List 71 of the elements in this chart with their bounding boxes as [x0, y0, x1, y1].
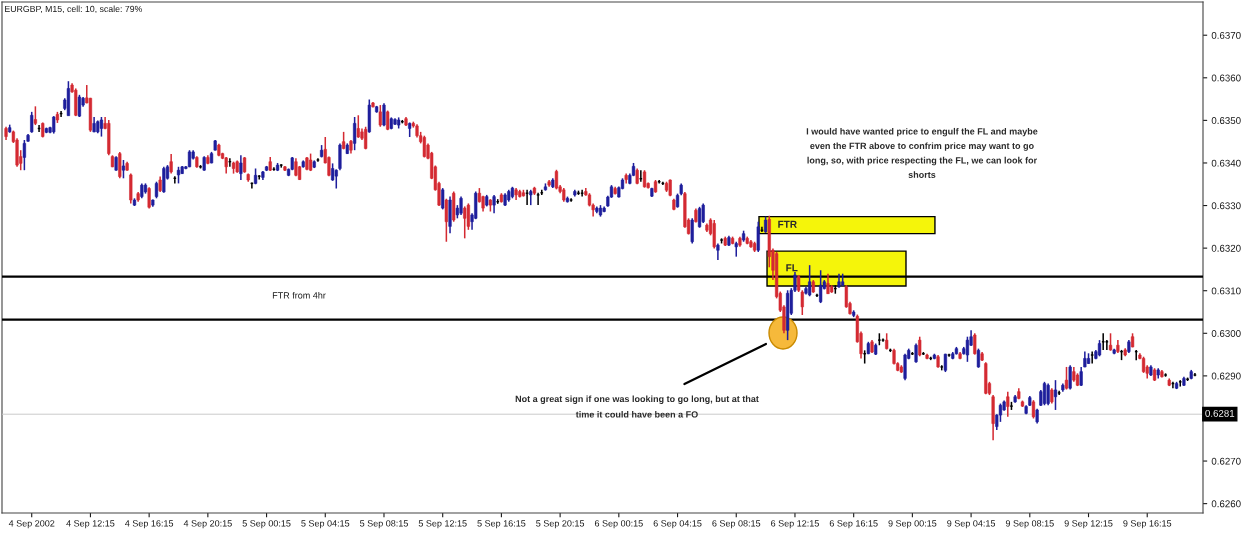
candlestick — [33, 105, 37, 126]
candlestick — [1031, 399, 1036, 420]
x-tick-label: 6 Sep 08:15 — [712, 520, 761, 529]
candlestick — [30, 111, 34, 134]
x-tick-label: 5 Sep 16:15 — [477, 520, 526, 529]
y-tick-label: 0.6370 — [1211, 31, 1241, 39]
y-tick-label: 0.6330 — [1211, 202, 1241, 210]
chart-title: EURGBP, M15, cell: 10, scale: 79% — [5, 5, 143, 14]
x-tick-label: 9 Sep 04:15 — [947, 520, 996, 529]
y-tick-label: 0.6260 — [1211, 500, 1241, 508]
ref-line-label: 0.6281 — [1205, 409, 1235, 417]
y-tick-label: 0.6310 — [1211, 287, 1241, 295]
candlestick — [353, 116, 357, 151]
candlestick — [162, 166, 166, 194]
ref-line-label: FTR from 4hr — [272, 291, 326, 299]
candlestick — [118, 151, 122, 180]
x-tick-label: 6 Sep 12:15 — [771, 520, 819, 529]
x-tick-label: 6 Sep 04:15 — [653, 520, 702, 529]
candlestick — [463, 205, 467, 240]
x-tick-label: 6 Sep 00:15 — [594, 520, 643, 529]
x-tick-label: 9 Sep 08:15 — [1005, 520, 1054, 529]
candlestick — [378, 104, 382, 128]
candlestick — [492, 194, 496, 214]
band-label: FTR — [778, 220, 797, 228]
y-tick-label: 0.6270 — [1211, 457, 1241, 465]
candlestick — [239, 154, 243, 181]
candlestick — [914, 342, 918, 364]
candlestick — [712, 219, 716, 250]
candlestick — [756, 220, 760, 253]
y-tick-label: 0.6290 — [1211, 372, 1241, 380]
candlestick — [1101, 332, 1106, 351]
y-tick-label: 0.6360 — [1211, 74, 1241, 82]
x-tick-label: 4 Sep 12:15 — [66, 520, 115, 529]
candlestick — [973, 332, 977, 356]
x-tick-label: 6 Sep 16:15 — [829, 520, 878, 529]
candlestick — [459, 195, 463, 216]
candlestick — [169, 153, 173, 175]
x-tick-label: 4 Sep 16:15 — [125, 520, 174, 529]
x-tick-label: 5 Sep 20:15 — [536, 520, 585, 529]
candlestick — [147, 186, 151, 210]
annotation: I would have wanted price to engulf the FL and maybe even the FTR above to confrim price may want to go long, so, with price respecting the FL, we can look for shorts — [806, 127, 1038, 178]
candlestick — [1178, 379, 1183, 388]
x-tick-label: 4 Sep 2002 — [8, 520, 55, 529]
candlestick — [998, 402, 1003, 423]
x-tick-label: 9 Sep 16:15 — [1123, 520, 1172, 529]
y-tick-label: 0.6320 — [1211, 244, 1241, 252]
annotation: Not a great sign if one was looking to go long, but at that time it could have been a FO — [515, 395, 759, 418]
x-tick-label: 5 Sep 04:15 — [301, 520, 350, 529]
x-tick-label: 5 Sep 00:15 — [242, 520, 291, 529]
candlestick — [1068, 364, 1072, 391]
y-tick-label: 0.6350 — [1211, 117, 1241, 124]
x-tick-label: 5 Sep 12:15 — [418, 520, 467, 529]
candlestick — [903, 352, 907, 381]
candlestick — [356, 114, 360, 139]
candlestick — [701, 202, 705, 224]
x-tick-label: 4 Sep 20:15 — [183, 520, 232, 529]
candlestick — [819, 269, 823, 304]
x-tick-label: 9 Sep 12:15 — [1064, 520, 1113, 529]
y-tick-label: 0.6340 — [1211, 159, 1241, 167]
candlestick — [690, 217, 694, 245]
x-tick-label: 5 Sep 08:15 — [360, 520, 408, 529]
candlestick — [1006, 390, 1010, 418]
candlestick — [808, 264, 812, 298]
candlestick — [1046, 382, 1050, 407]
y-tick-label: 0.6300 — [1211, 330, 1241, 337]
band-label: FL — [786, 264, 798, 272]
x-tick-label: 9 Sep 00:15 — [888, 520, 937, 529]
candlestick — [334, 168, 338, 190]
candlestick — [22, 139, 26, 171]
candlestick — [444, 197, 448, 243]
candlestick — [338, 142, 342, 171]
